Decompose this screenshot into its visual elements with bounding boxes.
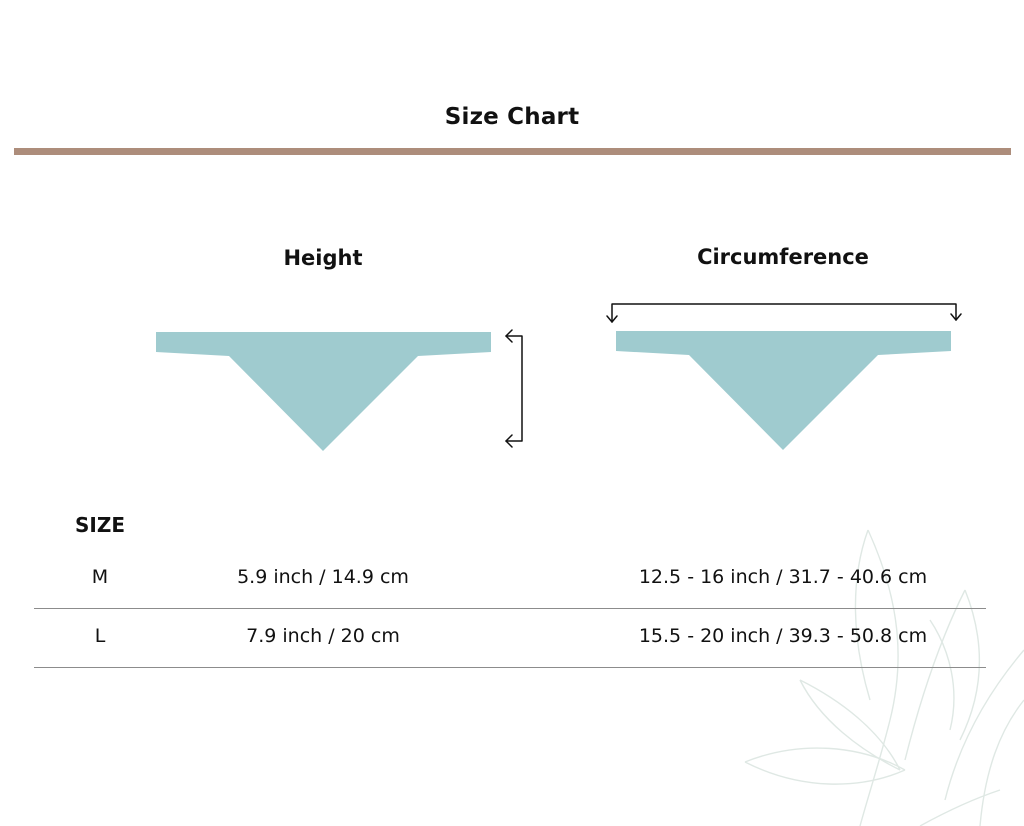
height-cell: 5.9 inch / 14.9 cm (237, 566, 409, 588)
height-arrow-icon (505, 329, 523, 448)
table-row: L 7.9 inch / 20 cm 15.5 - 20 inch / 39.3… (34, 609, 986, 668)
bandana-circumference-illustration (616, 331, 951, 450)
size-cell: L (94, 625, 106, 647)
title-divider (14, 148, 1011, 155)
page-title: Size Chart (444, 104, 580, 130)
circumference-arrow-icon (606, 303, 962, 323)
size-cell: M (91, 566, 109, 588)
circumference-heading: Circumference (697, 245, 869, 269)
circumference-cell: 15.5 - 20 inch / 39.3 - 50.8 cm (638, 625, 928, 647)
height-heading: Height (283, 246, 363, 270)
size-header: SIZE (74, 513, 125, 537)
table-row: M 5.9 inch / 14.9 cm 12.5 - 16 inch / 31… (34, 550, 986, 609)
bandana-height-illustration (156, 332, 491, 451)
height-cell: 7.9 inch / 20 cm (246, 625, 400, 647)
circumference-cell: 12.5 - 16 inch / 31.7 - 40.6 cm (638, 566, 928, 588)
